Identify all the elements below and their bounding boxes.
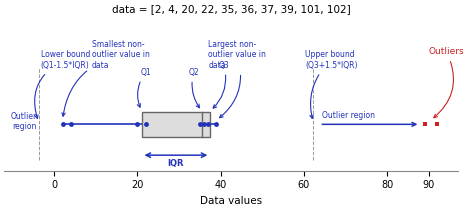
Text: Outlier region: Outlier region [321, 111, 374, 120]
Bar [142, 112, 210, 137]
Text: IQR: IQR [168, 159, 184, 168]
X-axis label: Data values: Data values [200, 196, 262, 206]
Text: Largest non-
outlier value in
data: Largest non- outlier value in data [208, 40, 266, 118]
Title: data = [2, 4, 20, 22, 35, 36, 37, 39, 101, 102]: data = [2, 4, 20, 22, 35, 36, 37, 39, 10… [112, 4, 350, 14]
Text: Q3: Q3 [213, 61, 229, 108]
Text: Outlier
region: Outlier region [10, 112, 36, 131]
Text: Lower bound
(Q1-1.5*IQR): Lower bound (Q1-1.5*IQR) [35, 50, 90, 118]
Text: Q2: Q2 [188, 68, 200, 108]
Text: Upper bound
(Q3+1.5*IQR): Upper bound (Q3+1.5*IQR) [305, 50, 357, 118]
Text: Q1: Q1 [137, 68, 151, 107]
Text: Outliers: Outliers [428, 47, 465, 118]
Text: Smallest non-
outlier value in
data: Smallest non- outlier value in data [62, 40, 149, 116]
